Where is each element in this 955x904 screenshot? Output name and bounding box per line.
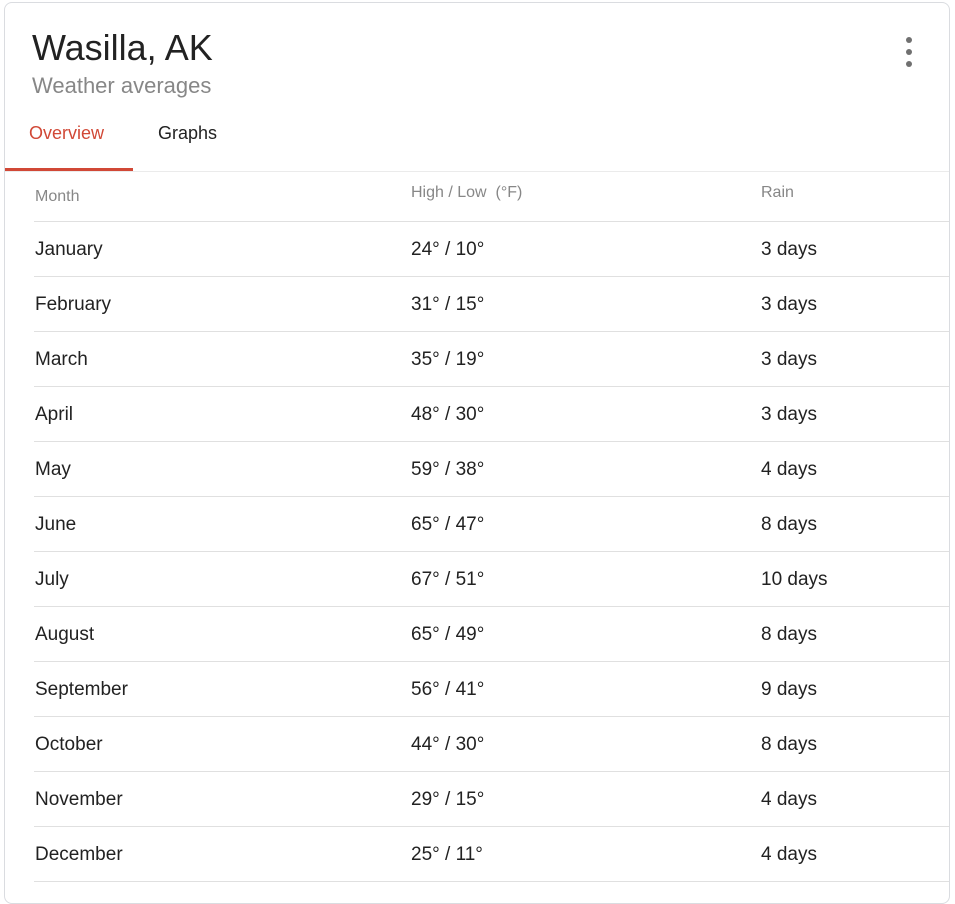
table-header: Month High / Low (°F) Rain: [34, 171, 949, 222]
month-cell: January: [35, 239, 103, 260]
column-header-high-low: High / Low (°F): [411, 184, 523, 201]
high-low-cell: 25° / 11°: [411, 844, 483, 865]
rain-cell: 3 days: [761, 294, 817, 315]
table-row: September 56° / 41° 9 days: [34, 662, 949, 717]
rain-cell: 8 days: [761, 624, 817, 645]
rain-cell: 8 days: [761, 734, 817, 755]
column-header-month: Month: [35, 188, 80, 205]
table-row: May 59° / 38° 4 days: [34, 442, 949, 497]
high-low-cell: 48° / 30°: [411, 404, 485, 425]
high-low-cell: 24° / 10°: [411, 239, 485, 260]
month-cell: March: [35, 349, 88, 370]
month-cell: July: [35, 569, 69, 590]
table-row: December 25° / 11° 4 days: [34, 827, 949, 882]
page-title: Wasilla, AK: [32, 27, 213, 68]
tab-graphs[interactable]: Graphs: [158, 123, 218, 143]
high-low-cell: 65° / 47°: [411, 514, 485, 535]
high-low-cell: 31° / 15°: [411, 294, 485, 315]
month-cell: September: [35, 679, 128, 700]
high-low-cell: 56° / 41°: [411, 679, 485, 700]
high-low-cell: 29° / 15°: [411, 789, 485, 810]
month-cell: May: [35, 459, 71, 480]
weather-card: Wasilla, AK Weather averages Overview Gr…: [4, 2, 950, 904]
table-row: October 44° / 30° 8 days: [34, 717, 949, 772]
month-cell: December: [35, 844, 123, 865]
tab-overview[interactable]: Overview: [29, 123, 105, 143]
rain-cell: 3 days: [761, 239, 817, 260]
high-low-cell: 59° / 38°: [411, 459, 485, 480]
month-cell: April: [35, 404, 74, 425]
high-low-cell: 67° / 51°: [411, 569, 485, 590]
table-row: June 65° / 47° 8 days: [34, 497, 949, 552]
subtitle: Weather averages: [32, 73, 212, 98]
month-cell: October: [35, 734, 103, 755]
rain-cell: 3 days: [761, 404, 817, 425]
table-row: March 35° / 19° 3 days: [34, 332, 949, 387]
month-cell: February: [35, 294, 112, 315]
column-header-rain: Rain: [761, 184, 794, 201]
table-row: February 31° / 15° 3 days: [34, 277, 949, 332]
rain-cell: 3 days: [761, 349, 817, 370]
high-low-cell: 65° / 49°: [411, 624, 485, 645]
month-cell: November: [35, 789, 123, 810]
rain-cell: 8 days: [761, 514, 817, 535]
rain-cell: 4 days: [761, 844, 817, 865]
tab-bar: Overview Graphs: [5, 111, 949, 172]
table-row: April 48° / 30° 3 days: [34, 387, 949, 442]
table-row: August 65° / 49° 8 days: [34, 607, 949, 662]
weather-table: Month High / Low (°F) Rain January 24° / …: [34, 171, 949, 882]
rain-cell: 4 days: [761, 789, 817, 810]
rain-cell: 10 days: [761, 569, 828, 590]
table-row: July 67° / 51° 10 days: [34, 552, 949, 607]
month-cell: June: [35, 514, 77, 535]
table-row: November 29° / 15° 4 days: [34, 772, 949, 827]
high-low-cell: 44° / 30°: [411, 734, 485, 755]
high-low-cell: 35° / 19°: [411, 349, 485, 370]
month-cell: August: [35, 624, 95, 645]
more-vert-icon[interactable]: [902, 37, 916, 67]
table-row: January 24° / 10° 3 days: [34, 222, 949, 277]
active-tab-indicator: [5, 168, 133, 171]
rain-cell: 4 days: [761, 459, 817, 480]
rain-cell: 9 days: [761, 679, 817, 700]
